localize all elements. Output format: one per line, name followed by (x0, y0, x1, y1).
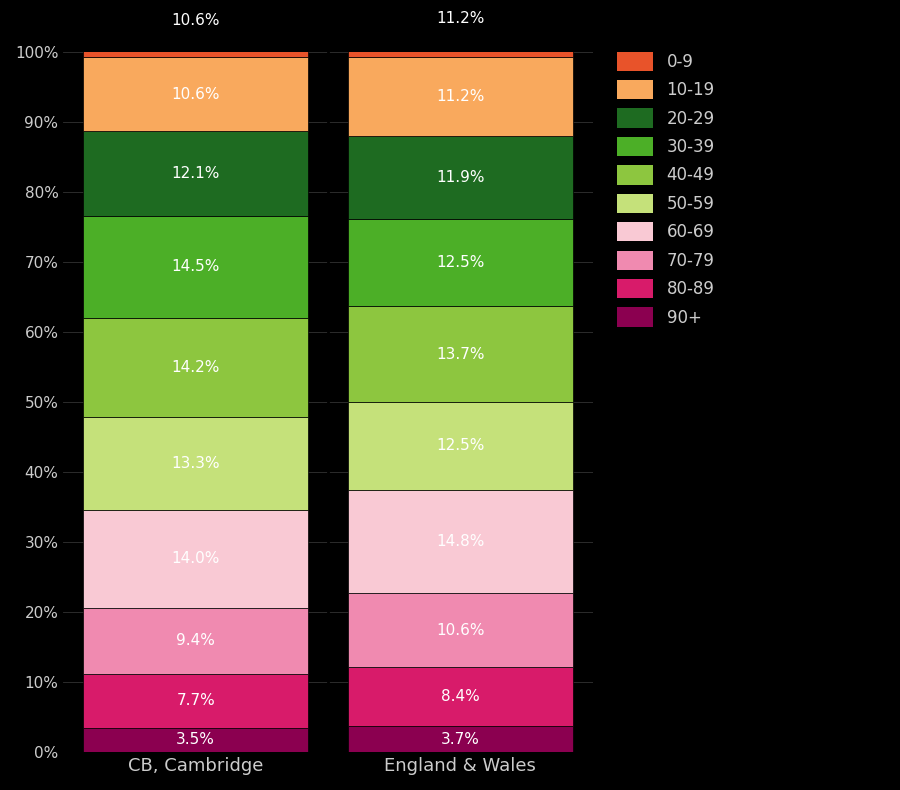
Text: 11.2%: 11.2% (436, 89, 484, 104)
Text: 14.2%: 14.2% (172, 359, 220, 374)
Text: 12.5%: 12.5% (436, 438, 484, 453)
Text: 9.4%: 9.4% (176, 634, 215, 649)
Text: 14.8%: 14.8% (436, 534, 484, 549)
Bar (347, 0, 572, 57)
Legend: 0-9, 10-19, 20-29, 30-39, 40-49, 50-59, 60-69, 70-79, 80-89, 90+: 0-9, 10-19, 20-29, 30-39, 40-49, 50-59, … (611, 47, 720, 332)
Text: 10.6%: 10.6% (171, 13, 220, 28)
Bar (83, 510, 308, 608)
Bar (83, 131, 308, 216)
Text: 13.7%: 13.7% (436, 347, 484, 362)
Bar (347, 668, 572, 726)
Text: 11.9%: 11.9% (436, 170, 484, 185)
Bar (347, 136, 572, 219)
Bar (83, 674, 308, 728)
Text: 3.7%: 3.7% (441, 732, 480, 747)
Text: 8.4%: 8.4% (441, 690, 480, 705)
Text: 14.5%: 14.5% (172, 259, 220, 274)
Text: 10.6%: 10.6% (171, 87, 220, 102)
Bar (83, 417, 308, 510)
Bar (347, 593, 572, 668)
Bar (347, 219, 572, 307)
Text: 14.0%: 14.0% (172, 551, 220, 566)
Text: 3.5%: 3.5% (176, 732, 215, 747)
Bar (347, 490, 572, 593)
Bar (83, 318, 308, 417)
Bar (83, 608, 308, 674)
Text: 12.1%: 12.1% (172, 166, 220, 181)
Text: 13.3%: 13.3% (171, 456, 220, 471)
Bar (347, 726, 572, 752)
Bar (347, 307, 572, 402)
Text: 7.7%: 7.7% (176, 693, 215, 708)
Bar (347, 57, 572, 136)
Text: 10.6%: 10.6% (436, 623, 484, 638)
Bar (347, 402, 572, 490)
Text: 12.5%: 12.5% (436, 255, 484, 270)
Bar (83, 728, 308, 752)
Bar (83, 216, 308, 318)
Bar (83, 57, 308, 131)
Bar (83, 0, 308, 57)
Text: 11.2%: 11.2% (436, 10, 484, 25)
